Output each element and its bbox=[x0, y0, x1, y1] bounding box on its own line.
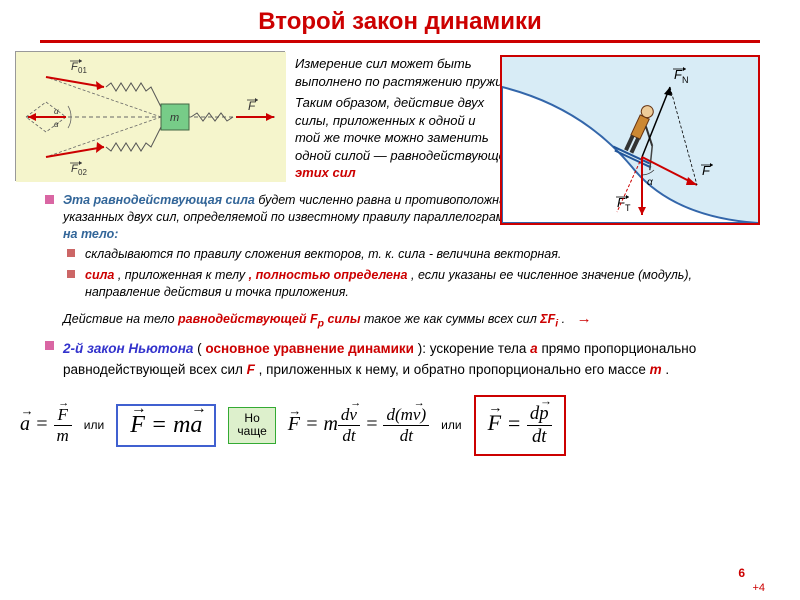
s1-text: складываются по правилу сложения векторо… bbox=[85, 247, 561, 261]
p2e: ΣFi bbox=[540, 312, 558, 326]
s2b: , приложенная к телу bbox=[118, 268, 245, 282]
or1: или bbox=[84, 418, 104, 432]
lc: основное уравнение динамики bbox=[205, 341, 414, 356]
s2c: , полностью определена bbox=[249, 268, 408, 282]
or2: или bbox=[441, 418, 461, 432]
para-effect: Действие на тело равнодействующей Fр сил… bbox=[45, 305, 770, 332]
spring-diagram: α α m F 01 F 02 F bbox=[15, 51, 285, 181]
svg-text:F: F bbox=[248, 99, 256, 113]
mass-label: m bbox=[170, 112, 179, 124]
sub-list: складываются по правилу сложения векторо… bbox=[67, 246, 770, 301]
p2a: Действие на тело bbox=[63, 312, 178, 326]
svg-text:α: α bbox=[54, 107, 59, 116]
p2d: такое же как суммы всех сил bbox=[364, 312, 540, 326]
le: a bbox=[530, 341, 538, 356]
equation-row: a = Fm или F = ma Ночаще F = mdvdt = d(m… bbox=[0, 385, 800, 466]
skier-diagram: F N F T F α bbox=[500, 55, 760, 225]
box-but: Ночаще bbox=[228, 407, 275, 443]
p2f: . bbox=[562, 312, 565, 326]
p1-lead: Эта равнодействующая сила bbox=[63, 193, 258, 207]
lb: ( bbox=[197, 341, 202, 356]
lg: F bbox=[247, 362, 255, 377]
lj: . bbox=[665, 362, 669, 377]
s2a: сила bbox=[85, 268, 114, 282]
title-underline bbox=[40, 40, 760, 43]
p2b: равнодействующей Fр силы bbox=[178, 312, 361, 326]
lh: , приложенных к нему, и обратно пропорци… bbox=[259, 362, 650, 377]
eq-f-dmv: F = mdvdt = d(mv)dt bbox=[288, 405, 429, 446]
svg-text:01: 01 bbox=[78, 66, 87, 75]
page-title: Второй закон динамики bbox=[0, 0, 800, 40]
svg-text:T: T bbox=[625, 203, 631, 213]
eq-f-dp: F = dpdt bbox=[474, 395, 566, 456]
li: m bbox=[650, 362, 662, 377]
sub2: сила , приложенная к телу , полностью оп… bbox=[67, 267, 770, 301]
eq-f-ma: F = ma bbox=[116, 404, 216, 447]
newton-law: 2-й закон Ньютона ( основное уравнение д… bbox=[45, 338, 770, 381]
svg-text:α: α bbox=[54, 120, 59, 129]
svg-text:α: α bbox=[647, 177, 653, 188]
la: 2-й закон Ньютона bbox=[63, 341, 197, 356]
arrow-glyph: → bbox=[577, 310, 592, 327]
svg-text:02: 02 bbox=[78, 168, 87, 177]
eq-a-fm: a = Fm bbox=[20, 405, 72, 446]
ld: ): ускорение тела bbox=[418, 341, 530, 356]
side-indicator: +4 bbox=[752, 582, 765, 594]
svg-text:N: N bbox=[682, 75, 689, 85]
sub1: складываются по правилу сложения векторо… bbox=[67, 246, 770, 263]
page-number: 6 bbox=[738, 566, 745, 580]
